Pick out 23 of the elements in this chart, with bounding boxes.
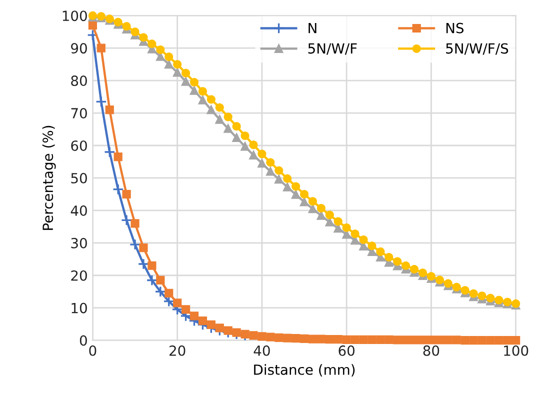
x-tick-label: 80 — [423, 345, 440, 356]
x-tick-label: 40 — [254, 345, 270, 356]
y-tick-label: 10 — [72, 302, 87, 314]
x-tick-label: 20 — [170, 345, 186, 356]
y-tick-label: 80 — [71, 76, 87, 86]
x-tick-label: 100 — [504, 345, 528, 356]
x-axis-title: Distance (mm) — [254, 364, 355, 377]
legend-label: 5N/W/F — [308, 43, 357, 55]
y-tick-label: 40 — [70, 205, 87, 216]
y-tick-label: 70 — [71, 108, 87, 118]
y-tick-label: 100 — [62, 10, 87, 22]
x-tick-label: 60 — [338, 345, 354, 356]
y-tick-label: 90 — [71, 43, 87, 54]
y-tick-label: 30 — [71, 238, 87, 248]
y-tick-label: 20 — [71, 270, 87, 281]
y-tick-label: 0 — [80, 335, 87, 346]
legend-label: N — [308, 22, 316, 34]
y-tick-label: 50 — [71, 172, 87, 184]
legend-label: 5N/W/F/S — [446, 43, 508, 55]
legend-label: NS — [446, 22, 464, 34]
y-tick-label: 60 — [71, 140, 87, 151]
y-axis-title: Percentage (%) — [42, 126, 56, 230]
x-tick-label: 0 — [89, 345, 96, 356]
